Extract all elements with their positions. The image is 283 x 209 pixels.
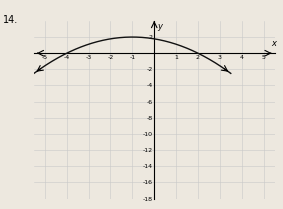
Text: x: x — [271, 39, 276, 48]
Text: 14.: 14. — [3, 15, 18, 25]
Text: y: y — [158, 22, 162, 31]
